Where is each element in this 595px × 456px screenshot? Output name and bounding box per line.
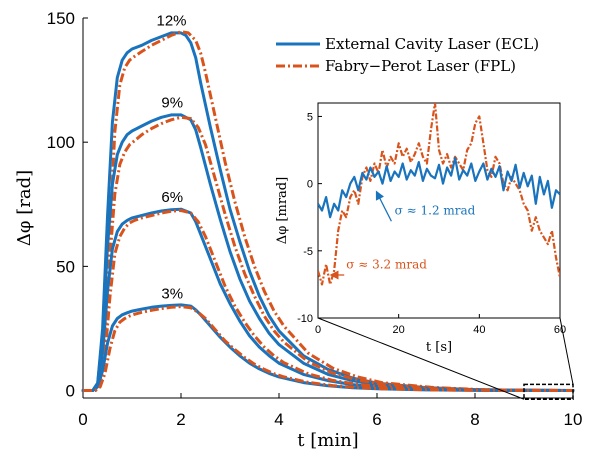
inset-x-tick-label: 20 <box>393 324 405 336</box>
inset-y-tick-label: -10 <box>297 313 313 325</box>
x-tick-label: 0 <box>78 410 87 429</box>
inset-x-axis-label: t [s] <box>426 340 452 355</box>
concentration-label: 3% <box>161 286 183 303</box>
sigma-label-ecl: σ ≈ 1.2 mrad <box>395 204 476 218</box>
inset-x-tick-label: 60 <box>554 324 566 336</box>
x-tick-label: 8 <box>470 410 479 429</box>
x-tick-label: 2 <box>176 410 185 429</box>
sigma-label-fpl: σ ≈ 3.2 mrad <box>346 258 427 272</box>
y-tick-label: 0 <box>66 382 75 401</box>
inset-y-tick-label: 0 <box>307 179 313 191</box>
concentration-label: 9% <box>161 94 183 111</box>
series-line-fpl-6pct <box>83 209 574 392</box>
series-line-fpl-12pct <box>83 30 574 392</box>
main-series <box>81 30 575 392</box>
inset-y-tick-label: 5 <box>307 111 313 123</box>
x-tick-label: 10 <box>564 410 583 429</box>
main-annotations: 12% 9% 6% 3% <box>157 12 187 302</box>
x-tick-label: 6 <box>372 410 381 429</box>
series-line-ecl-9pct <box>81 113 575 392</box>
zoom-box <box>523 383 574 400</box>
concentration-label: 12% <box>157 12 187 29</box>
legend-label: External Cavity Laser (ECL) <box>325 35 539 53</box>
y-axis-label: Δφ [rad] <box>14 170 35 246</box>
series-line-fpl-9pct <box>83 115 574 392</box>
inset-y-tick-label: -5 <box>303 246 313 258</box>
sigma-arrow-ecl <box>375 190 392 222</box>
series-line-fpl-3pct <box>83 305 573 392</box>
inset-series <box>318 103 560 286</box>
inset-y-axis-label: Δφ [mrad] <box>275 177 290 244</box>
y-tick-label: 150 <box>47 9 75 28</box>
zoom-connector <box>317 317 525 400</box>
x-tick-label: 4 <box>274 410 283 429</box>
zoom-indicator <box>317 317 574 400</box>
inset-x-tick-label: 0 <box>315 324 321 336</box>
concentration-label: 6% <box>161 189 183 206</box>
zoom-connector <box>559 317 574 385</box>
legend: External Cavity Laser (ECL) Fabry−Perot L… <box>276 35 539 75</box>
legend-label: Fabry−Perot Laser (FPL) <box>325 57 516 75</box>
inset-series-line-ecl <box>318 157 560 219</box>
y-tick-label: 50 <box>56 257 75 276</box>
series-line-ecl-12pct <box>81 31 575 392</box>
inset-chart: 0 20 40 60 -10 -5 0 5 t [s] Δφ [mrad] σ ≈ 1.2 mrad… <box>275 102 566 355</box>
inset-x-tick-label: 40 <box>473 324 485 336</box>
y-tick-label: 100 <box>47 133 75 152</box>
x-axis-label: t [min] <box>297 430 358 451</box>
inset-series-line-fpl <box>318 103 560 286</box>
